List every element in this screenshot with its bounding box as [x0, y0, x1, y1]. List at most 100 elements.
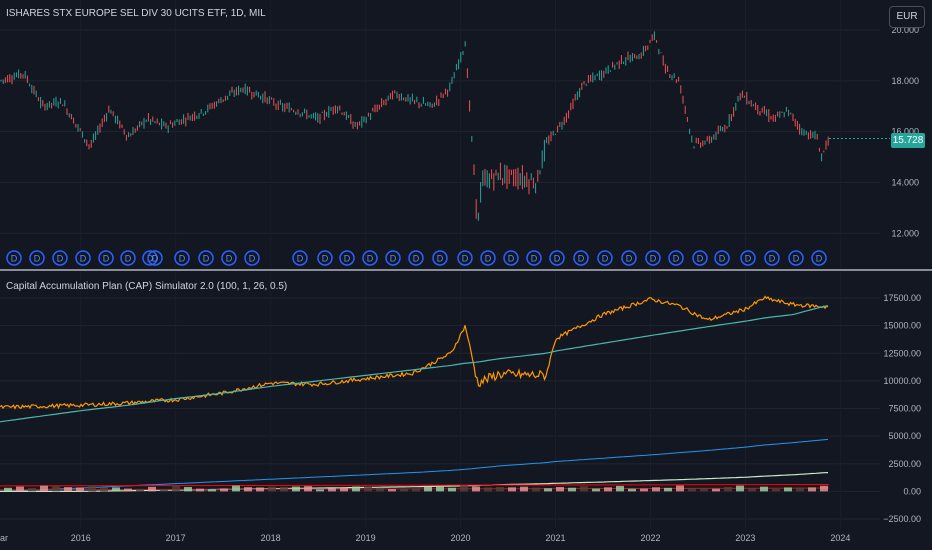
dividend-marker-label: D [745, 254, 752, 264]
dividend-marker-label: D [203, 254, 210, 264]
dividend-marker-circle [668, 250, 684, 266]
dividend-marker-circle [764, 250, 780, 266]
histogram-bar [784, 487, 792, 492]
dividend-marker-circle [142, 250, 158, 266]
dividend-marker-label: D [769, 254, 776, 264]
dividend-marker-circle [503, 250, 519, 266]
histogram-bar [64, 487, 72, 492]
dividend-marker-circle [385, 250, 401, 266]
time-axis-label: ar [0, 533, 8, 543]
value-axis-label: 12500.00 [883, 348, 921, 358]
dividend-marker-circle [432, 250, 448, 266]
histogram-bar [448, 487, 456, 492]
dividend-marker-label: D [249, 254, 256, 264]
histogram-bar [124, 488, 132, 492]
dividend-marker: D [788, 250, 804, 266]
dividend-marker-circle [244, 250, 260, 266]
dividend-marker: D [6, 250, 22, 266]
histogram-bar [16, 486, 24, 492]
histogram-bar [640, 488, 648, 492]
histogram-bar [724, 486, 732, 492]
dividend-marker-label: D [413, 254, 420, 264]
dividend-markers: D D D D D D DD D D D D D D D D D D D D D D D D D D D D D D D D D D D [6, 250, 827, 266]
dividend-marker-label: D [125, 254, 132, 264]
dividend-marker-label: D [437, 254, 444, 264]
dividend-marker: D [221, 250, 237, 266]
histogram-bar [376, 487, 384, 492]
value-axis-label: 17500.00 [883, 293, 921, 303]
dividend-marker-label: D [226, 254, 233, 264]
dividend-marker-label: D [11, 254, 18, 264]
histogram-bar [628, 488, 636, 492]
histogram-bar [520, 486, 528, 492]
dividend-marker-circle [788, 250, 804, 266]
indicator-series [0, 295, 830, 492]
histogram-bar [232, 485, 240, 492]
dividend-marker-circle [457, 250, 473, 266]
dividend-marker: D [621, 250, 637, 266]
dividend-marker-circle [597, 250, 613, 266]
symbol-title: ISHARES STX EUROPE SEL DIV 30 UCITS ETF,… [6, 8, 266, 19]
dividend-marker: D [549, 250, 565, 266]
indicator-line-red [0, 484, 830, 487]
dividend-marker-label: D [297, 254, 304, 264]
histogram-bar [436, 485, 444, 492]
dividend-marker-circle [740, 250, 756, 266]
histogram-bar [160, 489, 168, 492]
indicator-line-portfolio [0, 295, 828, 410]
histogram-bar [556, 487, 564, 492]
histogram-bar [604, 487, 612, 492]
histogram-bar [496, 487, 504, 492]
dividend-marker: D [668, 250, 684, 266]
dividend-marker: D [198, 250, 214, 266]
price-axis-label: 20.000 [891, 25, 919, 35]
dividend-marker-label: D [367, 254, 374, 264]
price-axis-label: 12.000 [891, 228, 919, 238]
dividend-marker-label: D [697, 254, 704, 264]
dividend-marker: D [339, 250, 355, 266]
histogram-bar [820, 485, 828, 492]
dividend-marker-circle [98, 250, 114, 266]
histogram-bar [400, 488, 408, 492]
histogram-bar [352, 486, 360, 492]
histogram-bar [544, 488, 552, 492]
histogram-bar [256, 487, 264, 492]
time-axis-label: 2023 [735, 533, 755, 543]
histogram-bar [652, 487, 660, 492]
dividend-marker-label: D [34, 254, 41, 264]
dividend-marker-label: D [344, 254, 351, 264]
histogram-bar [208, 489, 216, 492]
time-axis-label: 2016 [71, 533, 91, 543]
time-axis-label: 2019 [356, 533, 376, 543]
histogram-bar [712, 488, 720, 492]
dividend-marker-label: D [485, 254, 492, 264]
dividend-marker: D [457, 250, 473, 266]
histogram-bar [136, 488, 144, 492]
dividend-marker-label: D [578, 254, 585, 264]
dividend-marker: D [480, 250, 496, 266]
dividend-marker-label: D [602, 254, 609, 264]
dividend-marker-label: D [650, 254, 657, 264]
dividend-marker-label: D [531, 254, 538, 264]
histogram-bar [328, 488, 336, 492]
dividend-marker: D [29, 250, 45, 266]
indicator-line-trend [0, 305, 829, 423]
dividend-marker: D [174, 250, 190, 266]
dividend-marker-circle [573, 250, 589, 266]
dividend-marker-label: D [322, 254, 329, 264]
histogram-bar [280, 486, 288, 492]
value-axis-label: 15000.00 [883, 321, 921, 331]
histogram-bar [772, 488, 780, 492]
price-axis-label: 18.000 [891, 76, 919, 86]
dividend-marker-circle [714, 250, 730, 266]
dividend-marker-label: D [673, 254, 680, 264]
currency-button[interactable]: EUR [889, 6, 925, 28]
histogram-bar [172, 485, 180, 492]
time-axis-label: 2022 [640, 533, 660, 543]
histogram-bar [316, 489, 324, 492]
dividend-marker-circle [75, 250, 91, 266]
histogram-bar [796, 487, 804, 492]
value-axis-label: 10000.00 [883, 376, 921, 386]
time-axis-label: 2020 [451, 533, 471, 543]
